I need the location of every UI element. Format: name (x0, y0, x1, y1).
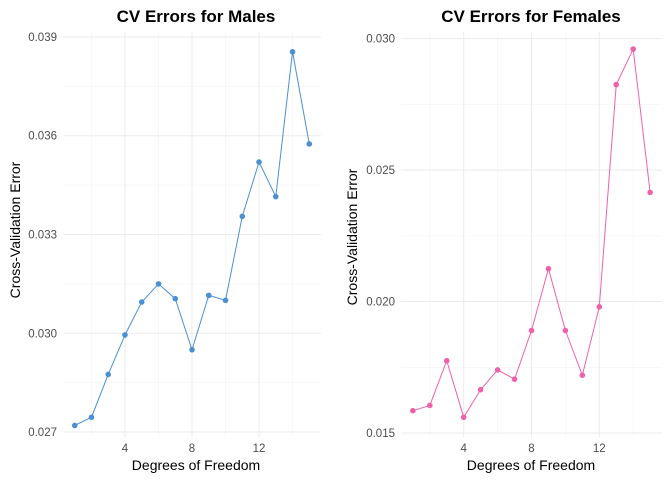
y-tick-label: 0.033 (28, 230, 57, 242)
y-tick-label: 0.030 (28, 328, 57, 340)
x-tick-label: 8 (528, 443, 534, 455)
grid (401, 32, 662, 437)
data-point (256, 159, 262, 165)
data-point (71, 422, 78, 429)
data-point (155, 281, 162, 287)
data-point (88, 414, 95, 421)
data-point (122, 332, 128, 338)
y-tick-label: 0.039 (28, 32, 57, 44)
x-tick-label: 12 (253, 443, 266, 455)
data-point (272, 193, 279, 200)
data-point (443, 357, 450, 364)
data-point (105, 371, 112, 378)
data-point (138, 299, 145, 305)
y-tick-label: 0.015 (366, 428, 395, 440)
data-point (630, 46, 636, 52)
y-tick-label: 0.025 (366, 165, 395, 177)
data-point (189, 346, 195, 353)
data-point (494, 367, 501, 373)
x-tick-label: 8 (189, 443, 195, 455)
data-point (647, 189, 653, 196)
data-point (562, 327, 569, 334)
y-tick-label: 0.036 (28, 131, 57, 143)
x-tick-label: 4 (122, 443, 129, 455)
y-tick-label: 0.027 (28, 427, 57, 439)
panel-males: CV Errors for Males Degrees of Freedom C… (7, 7, 321, 473)
y-tick-label: 0.020 (366, 297, 395, 309)
data-point (511, 376, 518, 382)
data-point (579, 372, 586, 378)
data-point (172, 295, 179, 302)
x-axis-title: Degrees of Freedom (467, 457, 595, 473)
data-point (410, 407, 416, 414)
data-point (460, 414, 467, 421)
data-point (306, 141, 313, 147)
chart-title: CV Errors for Females (441, 7, 621, 26)
chart-title: CV Errors for Males (117, 7, 276, 26)
x-axis-title: Degrees of Freedom (132, 457, 260, 473)
data-point (222, 297, 229, 304)
data-point (205, 292, 212, 299)
data-point (239, 213, 246, 220)
y-axis-title: Cross-Validation Error (344, 168, 360, 305)
data-point (289, 48, 296, 55)
data-point (528, 327, 535, 334)
grid (63, 32, 321, 437)
data-point (545, 265, 552, 272)
data-point (613, 81, 620, 88)
data-point (477, 386, 484, 393)
x-tick-label: 4 (461, 443, 468, 455)
y-axis-title: Cross-Validation Error (7, 161, 23, 298)
data-point (596, 304, 603, 310)
y-tick-label: 0.030 (366, 34, 395, 46)
panel-females: CV Errors for Females Degrees of Freedom… (344, 7, 662, 473)
data-point (427, 402, 433, 409)
x-tick-label: 12 (593, 443, 606, 455)
